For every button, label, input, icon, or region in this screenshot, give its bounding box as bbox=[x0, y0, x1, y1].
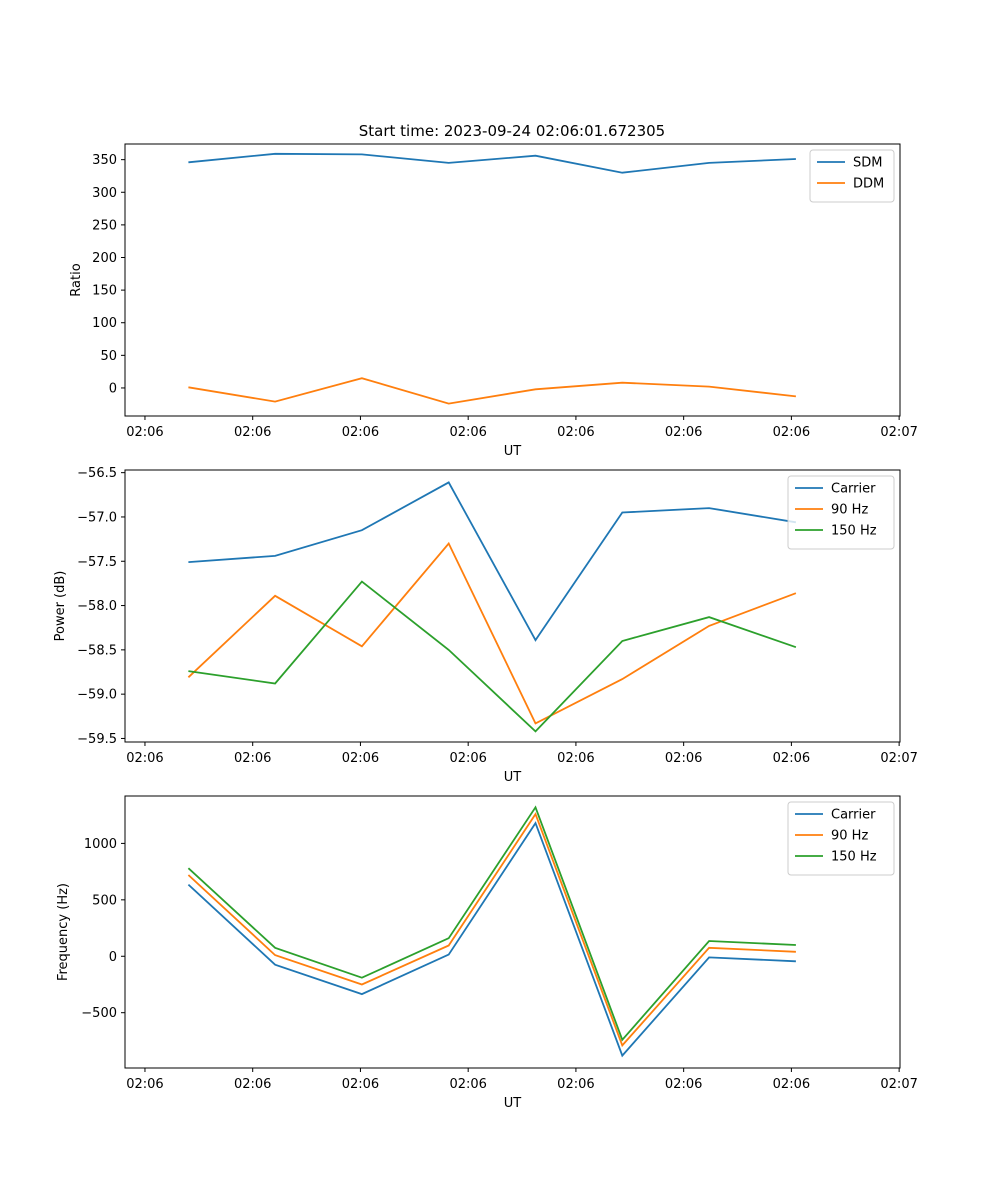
panel1-legend-label-90-hz: 90 Hz bbox=[831, 503, 868, 518]
panel2-x-tick-label: 02:06 bbox=[342, 1077, 379, 1092]
panel2-series-line-carrier bbox=[187, 821, 796, 1058]
panel2-y-tick-label: −500 bbox=[81, 1006, 117, 1021]
panel0-y-tick-label: 0 bbox=[109, 381, 117, 396]
panel1-x-tick-label: 02:06 bbox=[449, 751, 486, 766]
ratio-y-axis-label: Ratio bbox=[69, 263, 84, 296]
panel2-legend-label-90-hz: 90 Hz bbox=[831, 829, 868, 844]
panel2-axes-frame bbox=[124, 795, 901, 1069]
panel0-y-tick-label: 300 bbox=[92, 186, 117, 201]
panel1-legend-label-150-hz: 150 Hz bbox=[831, 524, 877, 539]
panel2-x-tick-label: 02:06 bbox=[126, 1077, 163, 1092]
panel2-x-tick-label: 02:06 bbox=[234, 1077, 271, 1092]
panel1-y-tick-label: −57.0 bbox=[77, 510, 117, 525]
panel1-x-tick-label: 02:07 bbox=[880, 751, 917, 766]
panel2-x-tick-label: 02:06 bbox=[557, 1077, 594, 1092]
panel1-y-tick-label: −58.0 bbox=[77, 599, 117, 614]
panel0-y-tick-label: 350 bbox=[92, 153, 117, 168]
panel0-series-line-ddm bbox=[188, 377, 797, 405]
power-y-axis-label: Power (dB) bbox=[53, 571, 68, 642]
panel0-series-line-sdm bbox=[188, 152, 796, 174]
panel1-x-tick-label: 02:06 bbox=[126, 751, 163, 766]
panel0-legend bbox=[809, 149, 895, 203]
panel1-legend-label-carrier: Carrier bbox=[831, 482, 876, 497]
panel2-y-tick-label: 0 bbox=[109, 950, 117, 965]
panel1-x-tick-label: 02:06 bbox=[557, 751, 594, 766]
frequency-panel: −500 0 500 1000 02:06 02:06 02:06 02:06 02:06 02:… bbox=[56, 795, 918, 1111]
panel0-legend-label-sdm: SDM bbox=[853, 156, 882, 171]
panel0-y-tick-label: 50 bbox=[100, 349, 117, 364]
panel0-x-tick-label: 02:06 bbox=[342, 425, 379, 440]
panel2-series-line-90-hz bbox=[187, 812, 796, 1048]
panel1-series-line-carrier bbox=[188, 481, 797, 642]
panel0-axes-frame bbox=[124, 143, 901, 417]
panel1-series-line-90-hz bbox=[187, 541, 797, 725]
panel1-x-tick-label: 02:06 bbox=[234, 751, 271, 766]
panel0-y-tick-label: 100 bbox=[92, 316, 117, 331]
panel2-x-tick-label: 02:06 bbox=[449, 1077, 486, 1092]
panel1-axes-frame bbox=[124, 469, 901, 743]
panel0-y-tick-label: 200 bbox=[92, 251, 117, 266]
panel0-x-tick-label: 02:06 bbox=[234, 425, 271, 440]
panel1-x-axis-label: UT bbox=[504, 770, 522, 785]
panel0-y-tick-label: 250 bbox=[92, 218, 117, 233]
panel1-y-tick-label: −57.5 bbox=[77, 555, 117, 570]
panel1-y-tick-label: −58.5 bbox=[77, 643, 117, 658]
panel1-y-tick-label: −59.0 bbox=[77, 688, 117, 703]
panel1-series-line-150-hz bbox=[188, 580, 797, 733]
panel1-y-tick-label: −59.5 bbox=[77, 732, 117, 747]
panel1-x-tick-label: 02:06 bbox=[773, 751, 810, 766]
figure-title: Start time: 2023-09-24 02:06:01.672305 bbox=[359, 122, 665, 140]
panel2-x-tick-label: 02:07 bbox=[880, 1077, 917, 1092]
panel2-x-tick-label: 02:06 bbox=[773, 1077, 810, 1092]
panel2-y-tick-label: 500 bbox=[92, 893, 117, 908]
panel2-x-axis-label: UT bbox=[504, 1096, 522, 1111]
panel2-x-tick-label: 02:06 bbox=[665, 1077, 702, 1092]
panel0-x-tick-label: 02:07 bbox=[880, 425, 917, 440]
panel0-x-tick-label: 02:06 bbox=[665, 425, 702, 440]
panel0-x-tick-label: 02:06 bbox=[449, 425, 486, 440]
panel2-series-line-150-hz bbox=[187, 805, 796, 1042]
panel0-x-tick-label: 02:06 bbox=[557, 425, 594, 440]
panel2-legend-label-carrier: Carrier bbox=[831, 808, 876, 823]
panel2-legend-label-150-hz: 150 Hz bbox=[831, 850, 877, 865]
panel1-x-tick-label: 02:06 bbox=[665, 751, 702, 766]
panel0-y-tick-label: 150 bbox=[92, 284, 117, 299]
panel0-x-tick-label: 02:06 bbox=[126, 425, 163, 440]
panel0-x-axis-label: UT bbox=[504, 444, 522, 459]
frequency-y-axis-label: Frequency (Hz) bbox=[56, 883, 71, 981]
ratio-panel: 0 50 100 150 200 250 300 350 02:06 02:06 02:06 02:0… bbox=[69, 143, 918, 459]
panel0-legend-label-ddm: DDM bbox=[853, 177, 884, 192]
power-panel: −59.5 −59.0 −58.5 −58.0 −57.5 −57.0 −56.5 02:06… bbox=[53, 466, 918, 785]
panel1-y-tick-label: −56.5 bbox=[77, 466, 117, 481]
panel0-x-tick-label: 02:06 bbox=[773, 425, 810, 440]
panel1-x-tick-label: 02:06 bbox=[342, 751, 379, 766]
panel2-y-tick-label: 1000 bbox=[84, 837, 117, 852]
